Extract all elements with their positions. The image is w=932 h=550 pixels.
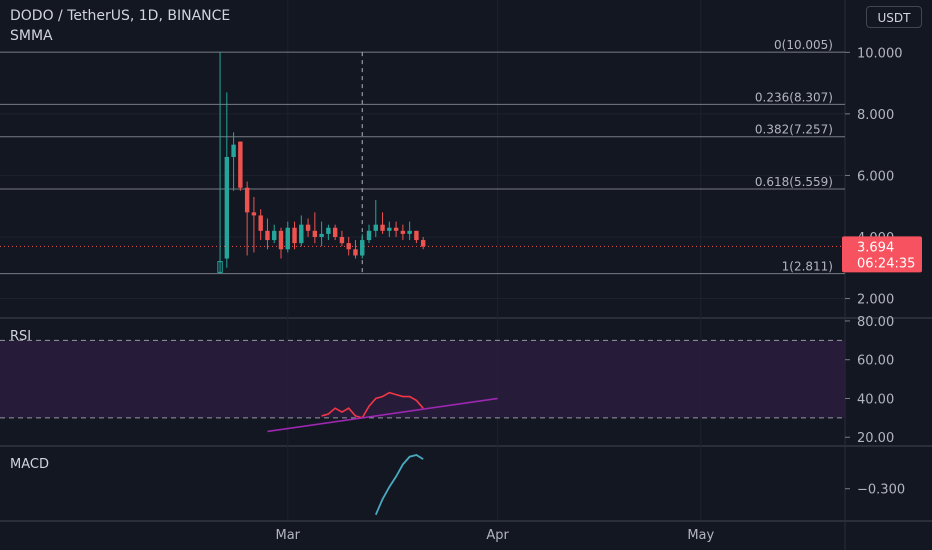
candle-body-9 <box>278 230 284 250</box>
candle-body-25 <box>387 227 392 231</box>
y-tick-rsi-3: 20.00 <box>857 431 894 446</box>
candle-body-16 <box>326 227 331 234</box>
candle-body-23 <box>373 224 378 231</box>
rsi-line <box>321 391 424 419</box>
indicator-smma-label[interactable]: SMMA <box>10 28 53 44</box>
candle-body-2 <box>231 144 236 157</box>
candle-body-7 <box>265 230 270 241</box>
candle-body-29 <box>414 230 419 241</box>
fibonacci-retracement[interactable]: 0(10.005) 0.236(8.307) 0.382(7.257) 0.618(5… <box>0 38 845 275</box>
candle-body-14 <box>312 230 318 237</box>
rsi-trendline <box>267 397 498 433</box>
fib-level-label-4: 1(2.811) <box>782 260 833 274</box>
candle-body-3 <box>238 141 243 188</box>
macd-pane-label[interactable]: MACD <box>10 457 49 472</box>
candle-body-8 <box>272 230 277 241</box>
price-tag-countdown: 06:24:35 <box>857 256 915 271</box>
y-tick-rsi-0: 80.00 <box>857 315 894 330</box>
candle-body-21 <box>360 240 365 256</box>
y-tick-price-1: 8.000 <box>857 108 894 123</box>
price-tag-value: 3.694 <box>857 240 894 255</box>
candle-body-22 <box>366 230 372 241</box>
candle-body-15 <box>319 233 324 237</box>
candle-body-4 <box>244 187 250 213</box>
fib-level-label-1: 0.236(8.307) <box>755 90 833 104</box>
y-tick-price-0: 10.000 <box>857 46 903 61</box>
price-tag-box <box>842 236 922 273</box>
candle-body-28 <box>407 230 412 234</box>
y-tick-price-2: 6.000 <box>857 169 894 184</box>
rsi-background <box>0 339 845 419</box>
rsi-band-fill <box>0 340 845 418</box>
macd-series <box>374 454 424 516</box>
currency-button[interactable]: USDT <box>866 6 922 28</box>
candle-body-27 <box>400 230 406 234</box>
x-tick-May: May <box>687 528 714 543</box>
x-tick-Mar: Mar <box>275 528 300 543</box>
candle-body-13 <box>305 224 311 231</box>
y-tick-macd-0: −0.300 <box>857 483 905 498</box>
candle-body-5 <box>251 212 257 216</box>
candle-body-18 <box>339 236 345 244</box>
fib-level-label-3: 0.618(5.559) <box>755 175 833 189</box>
candle-body-19 <box>346 243 351 250</box>
y-tick-price-4: 2.000 <box>857 293 894 308</box>
candlestick-series <box>217 52 426 274</box>
candle-body-12 <box>299 224 304 244</box>
candle-body-24 <box>380 224 385 231</box>
candle-body-0 <box>217 261 223 273</box>
macd-line <box>374 454 424 516</box>
rsi-series <box>267 391 498 433</box>
y-tick-rsi-1: 60.00 <box>857 354 894 369</box>
candle-body-10 <box>285 227 290 250</box>
candle-body-11 <box>292 227 297 244</box>
x-tick-Apr: Apr <box>486 528 509 543</box>
candle-body-30 <box>420 240 426 247</box>
candle-body-20 <box>353 249 358 256</box>
rsi-pane-label[interactable]: RSI <box>10 329 32 344</box>
fib-level-label-0: 0(10.005) <box>774 38 833 52</box>
y-tick-rsi-2: 40.00 <box>857 392 894 407</box>
candle-body-1 <box>224 156 230 259</box>
candle-body-6 <box>258 215 263 231</box>
fib-level-label-2: 0.382(7.257) <box>755 123 833 137</box>
price-axes: MarAprMay10.0008.0006.0004.0002.00080.00… <box>275 46 905 543</box>
symbol-title[interactable]: DODO / TetherUS, 1D, BINANCE <box>10 8 231 24</box>
candle-body-26 <box>393 227 399 231</box>
candle-body-17 <box>332 227 338 237</box>
